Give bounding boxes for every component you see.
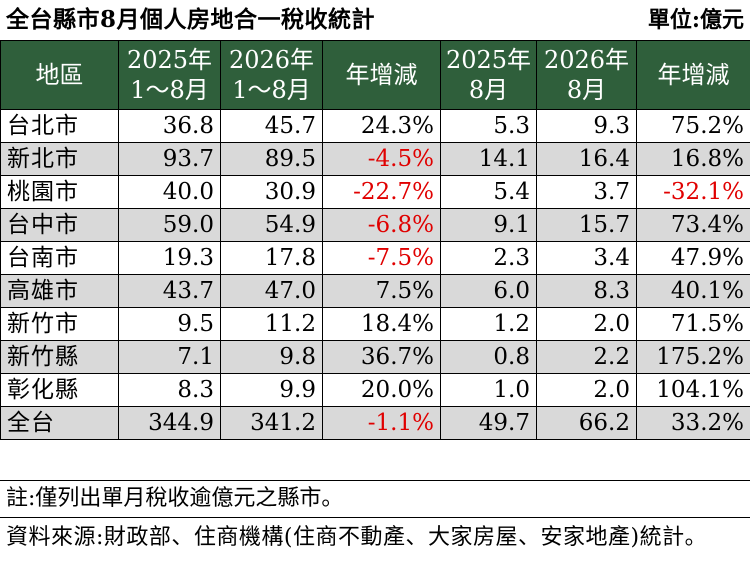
region-name: 新竹市 [0, 307, 119, 341]
cell-c5: 16.4 [536, 142, 637, 176]
cell-c5: 2.2 [536, 340, 637, 374]
cell-c1: 93.7 [118, 142, 221, 176]
unit-label: 單位:億元 [647, 7, 744, 33]
cell-c3: -7.5% [322, 241, 441, 275]
table-row: 新竹市 9.5 11.2 18.4% 1.2 2.0 71.5% [0, 307, 750, 341]
title-bar: 全台縣市8月個人房地合一稅收統計 單位:億元 [0, 0, 750, 40]
header-yoy-cumulative: 年增減 [322, 40, 441, 110]
cell-c5: 66.2 [536, 406, 637, 440]
header-2026-aug: 2026年 8月 [536, 40, 637, 110]
cell-c3: -1.1% [322, 406, 441, 440]
cell-c5: 15.7 [536, 208, 637, 242]
footer: 註:僅列出單月稅收逾億元之縣市。 資料來源:財政部、住商機構(住商不動產、大家房… [0, 480, 750, 554]
cell-c3: 7.5% [322, 274, 441, 308]
cell-c4: 9.1 [440, 208, 537, 242]
cell-c3: -22.7% [322, 175, 441, 209]
cell-c1: 9.5 [118, 307, 221, 341]
region-name: 新北市 [0, 142, 119, 176]
region-name: 台南市 [0, 241, 119, 275]
cell-c1: 19.3 [118, 241, 221, 275]
cell-c2: 17.8 [220, 241, 323, 275]
header-region: 地區 [0, 40, 119, 110]
table-row: 新北市 93.7 89.5 -4.5% 14.1 16.4 16.8% [0, 142, 750, 176]
region-name: 桃園市 [0, 175, 119, 209]
cell-c6: 71.5% [636, 307, 750, 341]
cell-c2: 89.5 [220, 142, 323, 176]
cell-c2: 45.7 [220, 109, 323, 143]
cell-c3: 20.0% [322, 373, 441, 407]
header-2026-jan-aug: 2026年 1～8月 [220, 40, 323, 110]
cell-c6: 16.8% [636, 142, 750, 176]
region-name: 台中市 [0, 208, 119, 242]
cell-c3: -6.8% [322, 208, 441, 242]
tax-table: 地區 2025年 1～8月 2026年 1～8月 年增減 2025年 8月 2026年… [0, 40, 750, 440]
cell-c1: 344.9 [118, 406, 221, 440]
header-2025-jan-aug: 2025年 1～8月 [118, 40, 221, 110]
cell-c3: 36.7% [322, 340, 441, 374]
cell-c3: 24.3% [322, 109, 441, 143]
region-name: 台北市 [0, 109, 119, 143]
cell-c4: 2.3 [440, 241, 537, 275]
table-row: 台中市 59.0 54.9 -6.8% 9.1 15.7 73.4% [0, 208, 750, 242]
cell-c1: 36.8 [118, 109, 221, 143]
cell-c4: 0.8 [440, 340, 537, 374]
region-name: 全台 [0, 406, 119, 440]
cell-c6: 175.2% [636, 340, 750, 374]
cell-c6: 47.9% [636, 241, 750, 275]
cell-c5: 3.7 [536, 175, 637, 209]
cell-c1: 7.1 [118, 340, 221, 374]
table-row: 高雄市 43.7 47.0 7.5% 6.0 8.3 40.1% [0, 274, 750, 308]
page-title: 全台縣市8月個人房地合一稅收統計 [6, 6, 376, 33]
footnote: 註:僅列出單月稅收逾億元之縣市。 [0, 480, 750, 518]
cell-c2: 54.9 [220, 208, 323, 242]
cell-c4: 1.2 [440, 307, 537, 341]
table-row: 台北市 36.8 45.7 24.3% 5.3 9.3 75.2% [0, 109, 750, 143]
cell-c3: -4.5% [322, 142, 441, 176]
cell-c5: 9.3 [536, 109, 637, 143]
cell-c5: 8.3 [536, 274, 637, 308]
cell-c1: 59.0 [118, 208, 221, 242]
cell-c4: 1.0 [440, 373, 537, 407]
region-name: 新竹縣 [0, 340, 119, 374]
table-row: 全台 344.9 341.2 -1.1% 49.7 66.2 33.2% [0, 406, 750, 440]
region-name: 彰化縣 [0, 373, 119, 407]
cell-c2: 9.9 [220, 373, 323, 407]
cell-c4: 14.1 [440, 142, 537, 176]
cell-c3: 18.4% [322, 307, 441, 341]
cell-c2: 9.8 [220, 340, 323, 374]
header-row: 地區 2025年 1～8月 2026年 1～8月 年增減 2025年 8月 2026年… [0, 40, 750, 110]
cell-c6: -32.1% [636, 175, 750, 209]
cell-c4: 6.0 [440, 274, 537, 308]
region-name: 高雄市 [0, 274, 119, 308]
cell-c1: 8.3 [118, 373, 221, 407]
table-row: 台南市 19.3 17.8 -7.5% 2.3 3.4 47.9% [0, 241, 750, 275]
table-row: 彰化縣 8.3 9.9 20.0% 1.0 2.0 104.1% [0, 373, 750, 407]
cell-c6: 73.4% [636, 208, 750, 242]
table-row: 新竹縣 7.1 9.8 36.7% 0.8 2.2 175.2% [0, 340, 750, 374]
cell-c6: 104.1% [636, 373, 750, 407]
cell-c1: 43.7 [118, 274, 221, 308]
cell-c1: 40.0 [118, 175, 221, 209]
cell-c5: 3.4 [536, 241, 637, 275]
header-2025-aug: 2025年 8月 [440, 40, 537, 110]
cell-c2: 341.2 [220, 406, 323, 440]
cell-c2: 11.2 [220, 307, 323, 341]
cell-c5: 2.0 [536, 307, 637, 341]
cell-c2: 47.0 [220, 274, 323, 308]
cell-c6: 75.2% [636, 109, 750, 143]
data-source: 資料來源:財政部、住商機構(住商不動產、大家房屋、安家地產)統計。 [6, 525, 708, 550]
cell-c6: 40.1% [636, 274, 750, 308]
cell-c5: 2.0 [536, 373, 637, 407]
cell-c4: 49.7 [440, 406, 537, 440]
cell-c4: 5.3 [440, 109, 537, 143]
cell-c2: 30.9 [220, 175, 323, 209]
cell-c4: 5.4 [440, 175, 537, 209]
table-row: 桃園市 40.0 30.9 -22.7% 5.4 3.7 -32.1% [0, 175, 750, 209]
header-yoy-monthly: 年增減 [636, 40, 750, 110]
cell-c6: 33.2% [636, 406, 750, 440]
